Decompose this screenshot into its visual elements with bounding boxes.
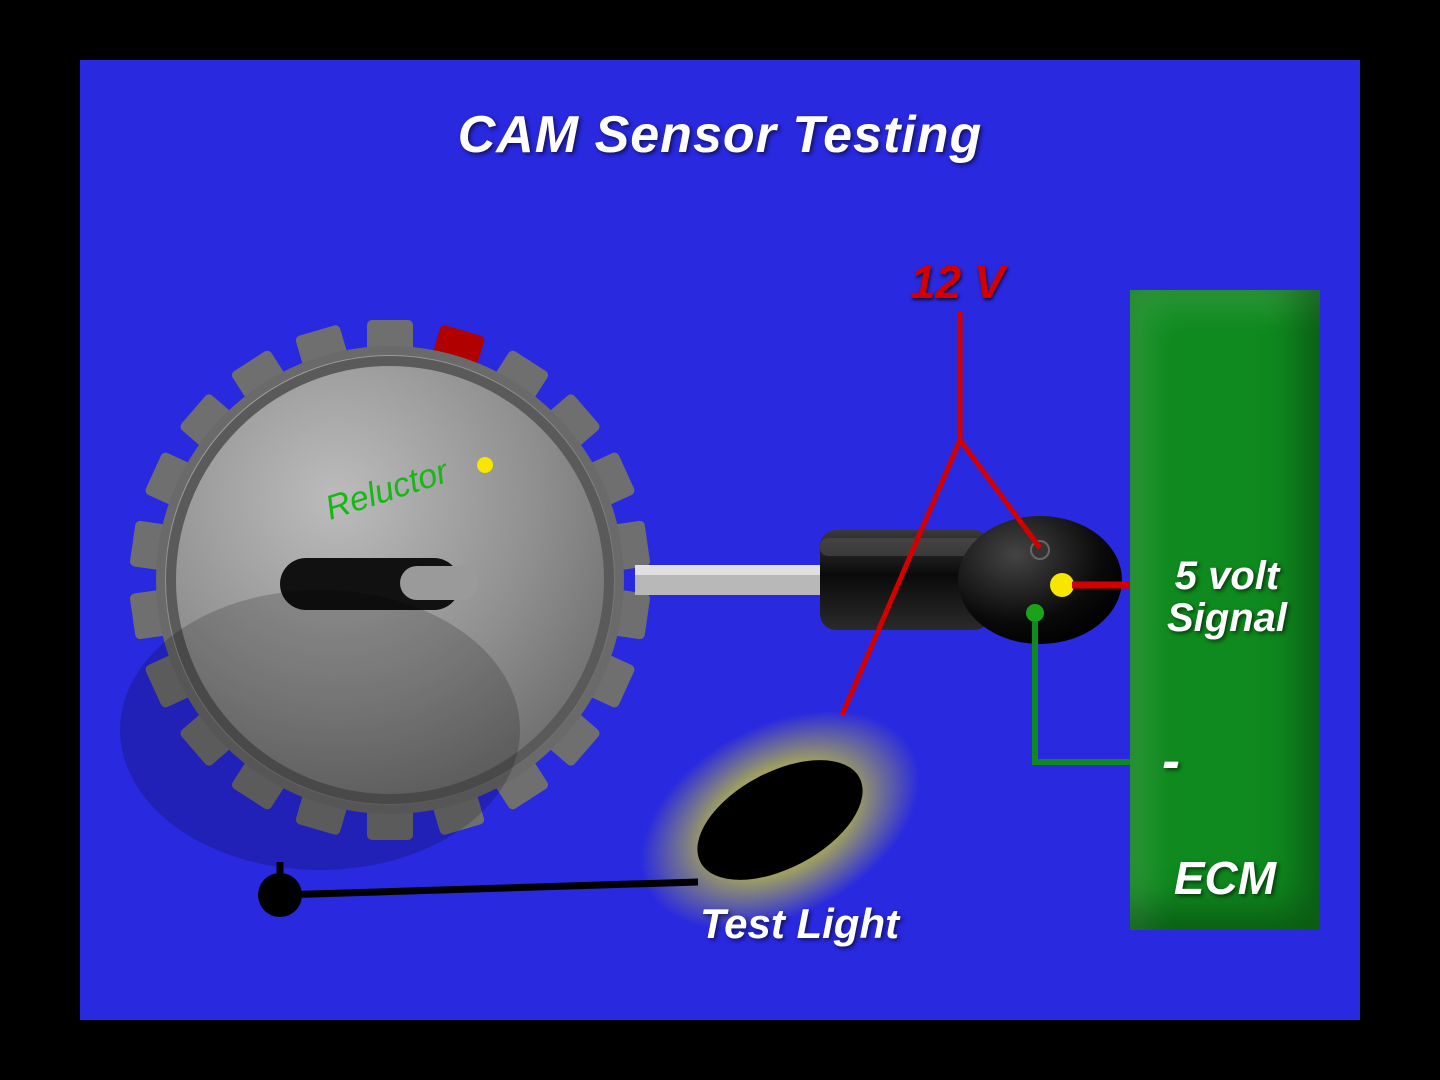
connector-pin-signal	[1050, 573, 1074, 597]
label-signal: 5 volt Signal	[1142, 555, 1312, 639]
label-signal-l1: 5 volt	[1175, 554, 1279, 598]
connector-pin-12v	[1031, 541, 1049, 559]
ground-dot	[258, 873, 302, 917]
diagram-title: CAM Sensor Testing	[80, 105, 1360, 165]
ecm-label: ECM	[1130, 851, 1320, 905]
wire-12v	[960, 312, 1040, 548]
sensor-shaft-highlight	[635, 565, 835, 575]
label-minus: -	[1162, 730, 1180, 792]
wire-testlight-ground	[280, 882, 698, 895]
label-signal-l2: Signal	[1167, 596, 1287, 640]
label-12v: 12 V	[910, 255, 1005, 309]
diagram-stage: Reluctor	[80, 60, 1360, 1020]
reluctor-gear: Reluctor	[120, 320, 651, 870]
connector-pin-ground	[1026, 604, 1044, 622]
label-testlight: Test Light	[700, 900, 899, 948]
sensor-connector	[958, 516, 1122, 644]
